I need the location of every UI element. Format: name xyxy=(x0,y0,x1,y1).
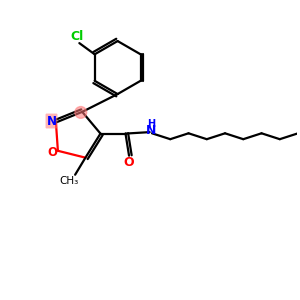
Text: N: N xyxy=(46,115,56,128)
Circle shape xyxy=(75,106,87,118)
Text: N: N xyxy=(146,124,156,137)
Text: H: H xyxy=(147,119,155,129)
Text: O: O xyxy=(124,156,134,169)
Text: CH₃: CH₃ xyxy=(59,176,78,186)
Text: Cl: Cl xyxy=(70,30,84,43)
Text: O: O xyxy=(48,146,58,159)
